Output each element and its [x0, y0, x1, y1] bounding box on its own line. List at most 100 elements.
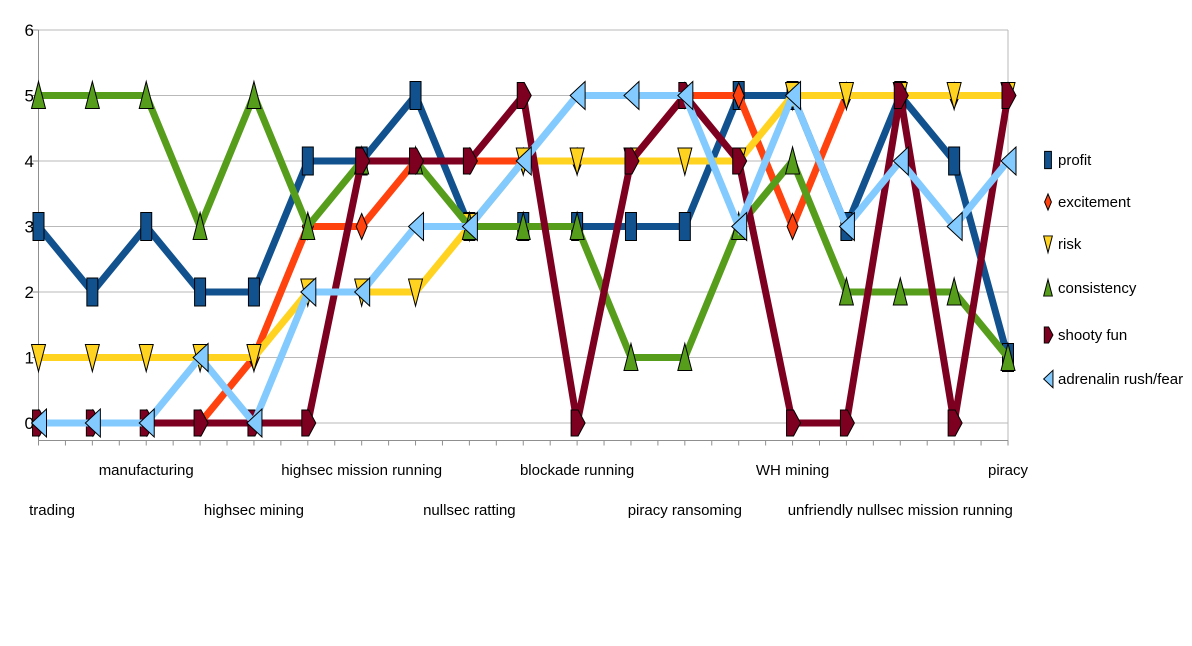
rect-marker-icon: [194, 277, 207, 307]
arrow-right-marker-icon: [1001, 82, 1017, 109]
legend: profit excitement risk consistency shooty fu…: [1042, 150, 1183, 389]
arrow-right-marker-icon: [947, 409, 963, 437]
diamond-marker-icon: [732, 81, 745, 110]
rect-marker-icon: [140, 212, 153, 241]
category-label-wh-mining: WH mining: [756, 462, 829, 479]
diamond-marker-icon: [355, 212, 368, 241]
arrow-right-marker-icon: [193, 409, 209, 437]
triangle-down-marker-icon: [138, 344, 154, 374]
category-label-blockade-running: blockade running: [520, 462, 634, 479]
rect-marker-icon: [247, 277, 260, 307]
triangle-up-marker-icon: [192, 210, 208, 240]
category-label-manufacturing: manufacturing: [99, 462, 194, 479]
category-labels: trading manufacturing highsec mining highse…: [29, 462, 1028, 519]
legend-label-profit: profit: [1058, 152, 1092, 169]
triangle-left-marker-icon: [353, 276, 371, 308]
triangle-down-marker-icon: [838, 82, 855, 112]
triangle-up-marker-icon: [569, 210, 585, 240]
triangle-up-marker-icon: [1000, 341, 1016, 371]
triangle-left-marker-icon: [461, 211, 478, 242]
rect-marker-icon: [678, 212, 691, 241]
triangle-left-marker-icon: [192, 342, 209, 373]
rect-marker-icon: [624, 212, 637, 241]
triangle-down-marker-icon: [84, 344, 101, 374]
rect-marker-icon: [409, 81, 422, 110]
y-tick-label-0: 0: [25, 414, 34, 433]
category-label-nullsec-ratting: nullsec ratting: [423, 502, 516, 519]
legend-label-excitement: excitement: [1058, 194, 1131, 211]
arrow-right-marker-icon: [409, 147, 425, 175]
arrow-right-marker-icon: [839, 409, 855, 437]
triangle-left-marker-icon: [300, 276, 317, 308]
triangle-up-marker-icon: [892, 276, 908, 306]
triangle-down-marker-icon: [407, 278, 424, 308]
legend-item-excitement: excitement: [1044, 192, 1131, 212]
triangle-left-marker-icon: [892, 145, 909, 177]
triangle-up-marker-icon: [84, 79, 101, 109]
arrow-right-marker-icon: [570, 409, 586, 437]
series-adrenalin-rush-fear: [30, 80, 1017, 439]
arrow-right-marker-icon: [301, 409, 317, 437]
legend-item-profit: profit: [1044, 150, 1092, 170]
triangle-up-marker-icon: [623, 341, 639, 371]
triangle-left-marker-icon: [569, 80, 586, 111]
legend-item-consistency: consistency: [1043, 277, 1137, 297]
triangle-up-marker-icon: [515, 210, 531, 240]
legend-item-shooty-fun: shooty fun: [1043, 326, 1127, 344]
triangle-down-marker-icon: [569, 147, 585, 177]
x-axis-ticks: [38, 440, 1009, 446]
triangle-up-marker-icon: [138, 79, 154, 109]
diamond-legend-marker-icon: [1044, 192, 1052, 212]
category-label-trading: trading: [29, 502, 75, 519]
triangle-down-marker-icon: [946, 82, 962, 112]
category-label-piracy: piracy: [988, 462, 1029, 479]
rect-marker-icon: [86, 277, 99, 307]
triangle-down-marker-icon: [677, 147, 693, 177]
category-label-unfriendly-nullsec-mission-running: unfriendly nullsec mission running: [788, 502, 1013, 519]
triangle-up-marker-icon: [946, 276, 962, 306]
y-tick-label-6: 6: [25, 21, 34, 40]
legend-item-risk: risk: [1043, 235, 1082, 255]
y-axis-labels: 0 1 2 3 4 5 6: [25, 21, 34, 433]
triangle-up-legend-marker-icon: [1043, 277, 1053, 297]
triangle-left-marker-icon: [623, 80, 640, 111]
triangle-left-marker-icon: [946, 211, 963, 242]
arrow-right-marker-icon: [732, 147, 748, 175]
triangle-up-marker-icon: [784, 145, 801, 175]
triangle-left-marker-icon: [730, 211, 748, 242]
arrow-right-marker-icon: [624, 147, 640, 175]
triangle-left-marker-icon: [784, 80, 802, 111]
rect-legend-marker-icon: [1044, 150, 1052, 170]
arrow-right-marker-icon: [516, 82, 532, 109]
legend-label-adrenalin-rush-fear: adrenalin rush/fear: [1058, 371, 1183, 388]
series-markers-adrenalin-rush-fear: [30, 80, 1017, 439]
triangle-up-marker-icon: [300, 210, 316, 240]
y-tick-label-4: 4: [25, 152, 34, 171]
y-tick-label-1: 1: [25, 349, 34, 368]
triangle-left-marker-icon: [246, 407, 263, 439]
rect-marker-icon: [301, 146, 314, 176]
triangle-left-marker-icon: [838, 211, 855, 242]
triangle-left-marker-icon: [1000, 145, 1017, 177]
triangle-up-marker-icon: [246, 79, 262, 109]
category-label-piracy-ransoming: piracy ransoming: [628, 502, 742, 519]
triangle-up-marker-icon: [677, 341, 693, 371]
triangle-down-marker-icon: [30, 344, 47, 374]
arrow-right-marker-icon: [355, 147, 371, 175]
triangle-left-marker-icon: [138, 407, 155, 439]
y-tick-label-3: 3: [25, 218, 34, 237]
rect-marker-icon: [32, 212, 45, 241]
category-label-highsec-mining: highsec mining: [204, 502, 304, 519]
triangle-left-marker-icon: [30, 407, 47, 439]
triangle-left-marker-icon: [515, 145, 532, 177]
arrow-right-marker-icon: [462, 147, 478, 175]
y-tick-label-2: 2: [25, 283, 34, 302]
triangle-left-marker-icon: [407, 211, 425, 242]
arrow-right-marker-icon: [786, 409, 802, 437]
category-label-highsec-mission-running: highsec mission running: [281, 462, 442, 479]
legend-label-shooty-fun: shooty fun: [1058, 327, 1127, 344]
rect-marker-icon: [948, 146, 961, 176]
arrow-right-marker-icon: [893, 82, 909, 109]
